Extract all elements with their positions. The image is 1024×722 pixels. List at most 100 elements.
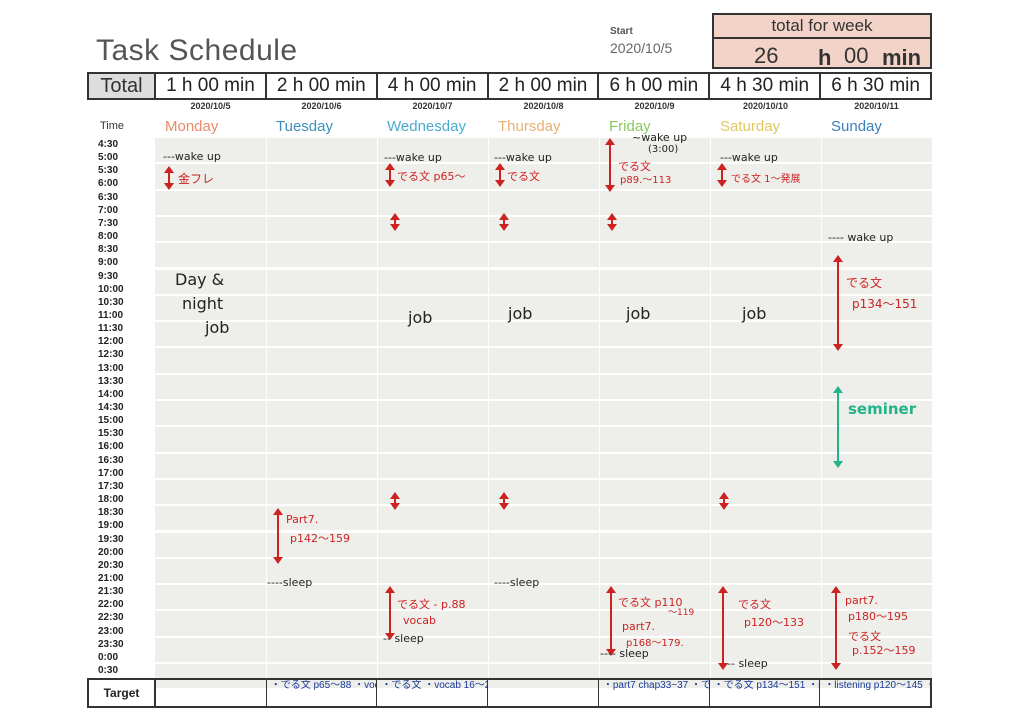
time-label: 9:30 [98, 270, 119, 282]
start-date: 2020/10/5 [610, 40, 673, 56]
note-sat-job: job [742, 304, 767, 323]
schedule-grid [155, 138, 932, 689]
note-sun-task1: でる文 [846, 276, 883, 290]
day-name-saturday: Saturday [720, 118, 781, 135]
time-label: 19:00 [98, 520, 124, 532]
target-friday[interactable]: ・part7 chap33~37 ・でる文 1〜発展 [599, 680, 710, 706]
time-label: 23:00 [98, 625, 124, 637]
target-row: Target ・でる文 p65〜88 ・vocab ・でる文 ・vocab 16… [87, 678, 932, 708]
totals-row: Total 1 h 00 min 2 h 00 min 4 h 00 min 2… [87, 72, 932, 100]
note-wed-task: でる文 p65〜 [397, 170, 466, 183]
target-sunday[interactable]: ・listening p120〜145 ・でる文 2〜発展 [824, 680, 930, 691]
time-label: 0:00 [98, 651, 119, 663]
note-fri-sleep-text: sleep [619, 647, 649, 660]
grid-row-band [155, 374, 932, 399]
time-label: 15:00 [98, 415, 124, 427]
time-label: 8:00 [98, 231, 119, 243]
note-mon-job3: job [205, 318, 230, 337]
total-label: Total [89, 74, 156, 98]
grid-row-band [155, 295, 932, 321]
arrow-wed-1800 [390, 492, 400, 510]
arrow-wed-morning [385, 163, 395, 187]
note-tue-task1: Part7. [286, 513, 319, 526]
arrow-sat-morning [717, 163, 727, 187]
day-total-thursday: 2 h 00 min [489, 74, 600, 98]
grid-row-band [155, 322, 932, 347]
time-header: Time [100, 120, 125, 132]
grid-row-band [155, 611, 932, 636]
note-sun-night2: p180〜195 [848, 610, 908, 623]
date-tuesday: 2020/10/6 [301, 101, 342, 111]
note-sun-night4: p.152〜159 [852, 644, 916, 657]
grid-row-band [155, 243, 932, 268]
time-label: 8:30 [98, 244, 119, 256]
day-total-saturday: 4 h 30 min [710, 74, 822, 98]
note-tue-sleep-text: sleep [282, 576, 313, 589]
note-wed-sleep: -- sleep [383, 632, 424, 645]
arrow-tue-evening [273, 508, 283, 564]
time-label: 15:30 [98, 428, 124, 440]
note-fri-night4: p168〜179. [626, 638, 684, 649]
time-label: 7:30 [98, 217, 119, 229]
target-thursday[interactable] [488, 680, 599, 706]
note-thu-task: でる文 [507, 170, 540, 183]
time-label: 7:00 [98, 204, 119, 216]
arrow-fri-730 [607, 213, 617, 231]
grid-row-band [155, 453, 932, 478]
note-fri-night2: 〜119 [668, 608, 695, 618]
grid-row-band [155, 558, 932, 584]
note-sat-wake: ---wake up [720, 151, 778, 164]
day-total-monday: 1 h 00 min [156, 74, 267, 98]
note-wed-wake-text: wake up [395, 151, 442, 164]
note-fri-sleep: ---- sleep [600, 647, 649, 660]
note-wed-sleep-text: sleep [394, 632, 424, 645]
week-total-minutes: 00 [844, 43, 869, 68]
time-label: 10:30 [98, 296, 124, 308]
note-wed-night2: vocab [403, 614, 437, 627]
time-label: 20:00 [98, 546, 124, 558]
note-thu-sleep: ----sleep [494, 576, 540, 589]
date-sunday: 2020/10/11 [854, 101, 899, 111]
note-fri-task1: でる文 [618, 160, 651, 173]
grid-column-divider [710, 138, 711, 678]
note-fri-wake: ~wake up [632, 131, 688, 144]
time-label: 21:30 [98, 586, 124, 598]
arrow-wed-night [385, 586, 395, 640]
time-label: 4:30 [98, 139, 119, 150]
note-fri-night3: part7. [622, 620, 656, 633]
arrow-sat-night [718, 586, 728, 670]
grid-row-band [155, 479, 932, 505]
note-thu-wake: ---wake up [494, 151, 552, 164]
arrow-fri-morning [605, 138, 615, 192]
note-sun-wake-text: wake up [847, 231, 894, 244]
time-label: 14:30 [98, 402, 124, 413]
note-tue-task2: p142〜159 [290, 532, 350, 545]
time-label: 11:30 [98, 323, 124, 335]
time-label: 0:30 [98, 665, 119, 676]
time-label: 18:00 [98, 494, 124, 506]
day-name-wednesday: Wednesday [387, 118, 466, 135]
arrow-sat-1800 [719, 492, 729, 510]
target-saturday[interactable]: ・でる文 p134〜151 ・seminer 予習 [710, 680, 821, 706]
grid-row-band [155, 164, 932, 189]
dates-row: 2020/10/5 2020/10/6 2020/10/7 2020/10/8 … [155, 101, 932, 113]
note-mon-wake: ---wake up [163, 150, 221, 163]
time-label: 12:30 [98, 349, 124, 361]
target-label: Target [89, 680, 156, 706]
arrow-sun-night [831, 586, 841, 670]
note-sun-night1: part7. [845, 594, 879, 607]
day-total-sunday: 6 h 30 min [831, 75, 920, 96]
target-wednesday[interactable]: ・でる文 ・vocab 16〜22 [377, 680, 489, 706]
note-sat-task: でる文 1〜発展 [731, 174, 801, 185]
grid-row-band [155, 190, 932, 215]
note-wed-night1: でる文 - p.88 [397, 598, 466, 611]
week-total-box: total for week 26 h 00 min [712, 13, 932, 70]
time-label: 17:00 [98, 467, 124, 479]
time-label: 6:00 [98, 178, 119, 190]
target-tuesday[interactable]: ・でる文 p65〜88 ・vocab [267, 680, 378, 706]
time-label: 18:30 [98, 507, 124, 519]
note-mon-task: 金フレ [178, 172, 215, 186]
arrow-sun-morning [833, 255, 843, 351]
grid-row-band [155, 348, 932, 373]
target-monday[interactable] [156, 680, 267, 706]
